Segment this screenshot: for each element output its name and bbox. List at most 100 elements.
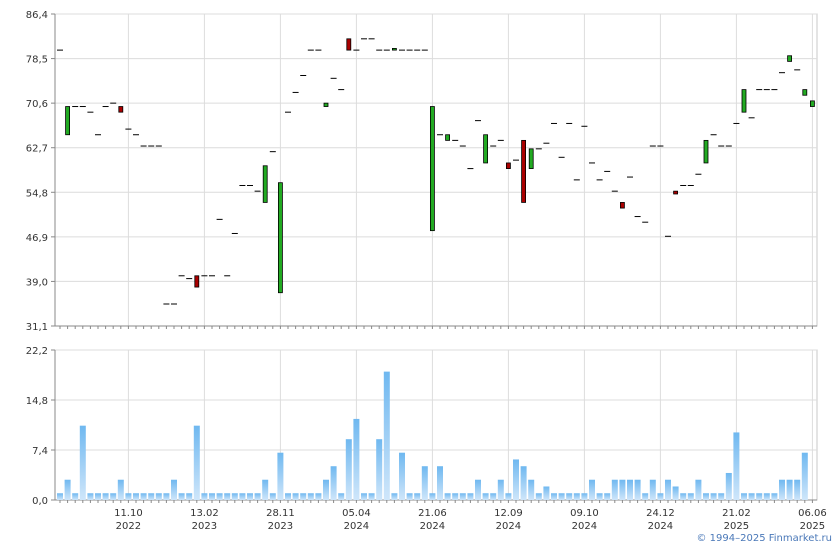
price-candle bbox=[741, 89, 747, 113]
volume-bar bbox=[224, 493, 231, 500]
x-tick-label-date: 21.02 bbox=[722, 508, 751, 519]
volume-bar bbox=[399, 452, 405, 500]
volume-bar bbox=[300, 493, 307, 500]
x-tick-label-year: 2022 bbox=[116, 521, 141, 532]
volume-bar bbox=[642, 493, 649, 500]
price-y-tick-label: 78,5 bbox=[26, 55, 48, 66]
volume-bar bbox=[193, 425, 200, 500]
price-candle bbox=[521, 139, 526, 203]
volume-bar bbox=[186, 493, 193, 500]
volume-bar bbox=[155, 493, 162, 500]
volume-bar bbox=[718, 493, 725, 500]
x-tick-label-year: 2024 bbox=[572, 521, 597, 532]
x-tick-label-year: 2023 bbox=[268, 521, 293, 532]
volume-bar bbox=[627, 479, 633, 500]
x-tick-label-year: 2024 bbox=[420, 521, 445, 532]
volume-bar bbox=[566, 493, 573, 500]
volume-bar bbox=[459, 493, 466, 500]
volume-y-tick-label: 0,0 bbox=[32, 496, 48, 507]
volume-y-tick-label: 7,4 bbox=[32, 446, 48, 457]
volume-bar bbox=[57, 493, 63, 500]
price-candle bbox=[802, 89, 808, 96]
price-candle bbox=[483, 134, 489, 164]
volume-bar bbox=[95, 493, 101, 500]
price-candle bbox=[620, 202, 625, 209]
volume-bar bbox=[345, 439, 352, 500]
volume-bar bbox=[528, 479, 535, 500]
volume-bar bbox=[467, 493, 474, 500]
volume-bar bbox=[452, 493, 459, 500]
volume-bar bbox=[657, 493, 664, 500]
volume-bar bbox=[247, 493, 253, 500]
volume-bar bbox=[376, 439, 383, 500]
volume-bar bbox=[513, 459, 519, 500]
volume-bar bbox=[680, 493, 687, 500]
volume-bar bbox=[171, 479, 177, 500]
volume-bar bbox=[429, 493, 436, 500]
price-candle bbox=[346, 38, 352, 51]
volume-y-tick-label: 22,2 bbox=[26, 346, 48, 357]
x-tick-label-year: 2024 bbox=[344, 521, 369, 532]
volume-bar bbox=[611, 479, 618, 500]
price-y-tick-label: 62,7 bbox=[26, 144, 48, 155]
volume-bar bbox=[475, 479, 481, 500]
volume-bar bbox=[482, 493, 489, 500]
volume-bar bbox=[64, 479, 71, 500]
x-tick-label-date: 13.02 bbox=[190, 508, 219, 519]
volume-bar bbox=[725, 472, 732, 500]
volume-bar bbox=[779, 479, 785, 500]
price-candle bbox=[528, 148, 534, 169]
x-tick-label-date: 05.04 bbox=[342, 508, 371, 519]
volume-bar bbox=[520, 466, 527, 500]
volume-bar bbox=[558, 493, 565, 500]
volume-bar bbox=[596, 493, 603, 500]
volume-bar bbox=[406, 493, 413, 500]
volume-bar bbox=[505, 493, 512, 500]
volume-bar bbox=[665, 479, 671, 500]
volume-bar bbox=[756, 493, 763, 500]
volume-bar bbox=[368, 493, 375, 500]
volume-bar bbox=[421, 466, 428, 500]
volume-bar bbox=[79, 425, 86, 500]
price-candle bbox=[391, 48, 397, 51]
price-candle bbox=[323, 102, 329, 107]
volume-bar bbox=[414, 493, 421, 500]
volume-bar bbox=[163, 493, 170, 500]
volume-bar bbox=[201, 493, 208, 500]
volume-bar bbox=[239, 493, 246, 500]
x-tick-label-year: 2024 bbox=[496, 521, 521, 532]
price-candle bbox=[118, 106, 124, 113]
price-y-tick-label: 70,6 bbox=[26, 99, 48, 110]
price-candle bbox=[703, 139, 709, 164]
volume-bar bbox=[117, 479, 124, 500]
volume-bar bbox=[353, 418, 360, 500]
volume-y-tick-label: 14,8 bbox=[26, 396, 48, 407]
volume-bar bbox=[649, 479, 656, 500]
volume-bar bbox=[490, 493, 497, 500]
volume-bar bbox=[140, 493, 147, 500]
copyright-text[interactable]: © 1994–2025 Finmarket.ru bbox=[696, 533, 832, 544]
price-candle bbox=[65, 106, 70, 136]
price-candle bbox=[810, 100, 815, 107]
x-tick-label-date: 24.12 bbox=[646, 508, 675, 519]
volume-bar bbox=[361, 493, 367, 500]
price-candle bbox=[787, 55, 792, 62]
volume-bar bbox=[604, 493, 611, 500]
volume-bar bbox=[741, 493, 747, 500]
volume-bar bbox=[710, 493, 717, 500]
volume-bar bbox=[178, 493, 185, 500]
volume-bar bbox=[589, 479, 595, 500]
volume-bar bbox=[292, 493, 299, 500]
price-y-tick-label: 39,0 bbox=[26, 277, 48, 288]
volume-bar bbox=[748, 493, 755, 500]
price-candle bbox=[194, 275, 200, 288]
price-y-tick-label: 46,9 bbox=[26, 233, 48, 244]
price-candle bbox=[277, 182, 283, 294]
volume-bar bbox=[497, 479, 504, 500]
volume-bar bbox=[786, 479, 793, 500]
volume-bar bbox=[535, 493, 542, 500]
volume-bar bbox=[72, 493, 79, 500]
x-tick-label-date: 28.11 bbox=[266, 508, 295, 519]
volume-bar bbox=[437, 466, 443, 500]
price-candle bbox=[505, 162, 511, 169]
